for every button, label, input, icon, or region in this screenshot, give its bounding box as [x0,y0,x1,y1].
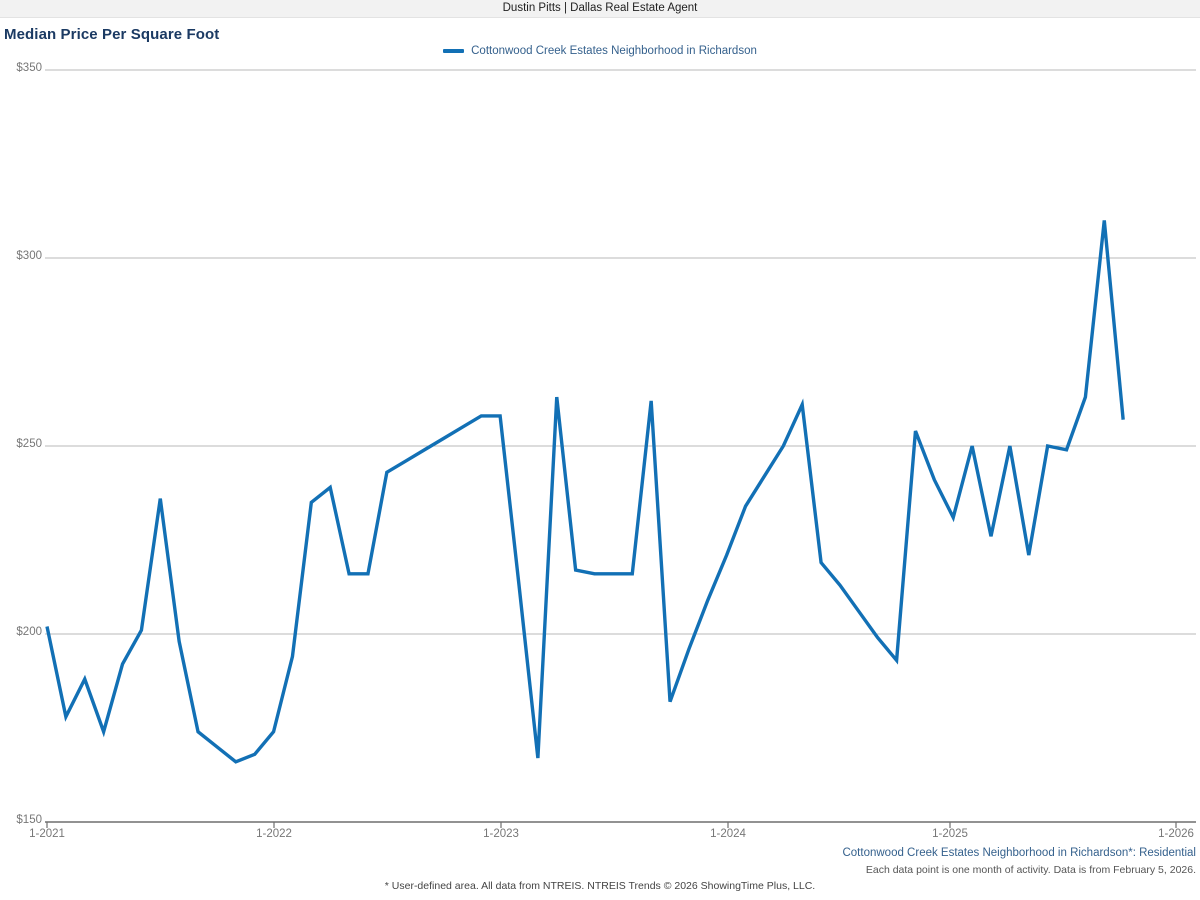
x-axis-tick-label: 1-2026 [1158,828,1194,840]
footer-datapoint-note: Each data point is one month of activity… [865,864,1196,876]
y-axis-tick-label: $150 [16,814,42,826]
series-line-cottonwood-creek [45,220,1125,764]
y-axis-tick-label: $200 [16,626,42,638]
browser-topbar: Dustin Pitts | Dallas Real Estate Agent [0,0,1200,18]
chart-title: Median Price Per Square Foot [4,26,220,43]
chart-legend: Cottonwood Creek Estates Neighborhood in… [0,45,1200,57]
x-axis-tick-label: 1-2023 [483,828,519,840]
gridlines [45,69,1196,823]
footer-subject-line: Cottonwood Creek Estates Neighborhood in… [842,847,1196,859]
x-axis-tick-label: 1-2025 [932,828,968,840]
y-axis-tick-label: $300 [16,250,42,262]
x-axis-tick-label: 1-2021 [29,828,65,840]
x-axis-tick-label: 1-2024 [710,828,746,840]
legend-item[interactable]: Cottonwood Creek Estates Neighborhood in… [443,45,757,57]
x-axis-tick-label: 1-2022 [256,828,292,840]
page-title: Dustin Pitts | Dallas Real Estate Agent [502,1,698,14]
legend-label: Cottonwood Creek Estates Neighborhood in… [471,45,757,57]
legend-color-swatch [443,49,465,53]
y-axis-tick-label: $350 [16,62,42,74]
axis-ticks [46,822,1177,828]
y-axis-tick-label: $250 [16,438,42,450]
footer-attribution: * User-defined area. All data from NTREI… [384,880,816,892]
